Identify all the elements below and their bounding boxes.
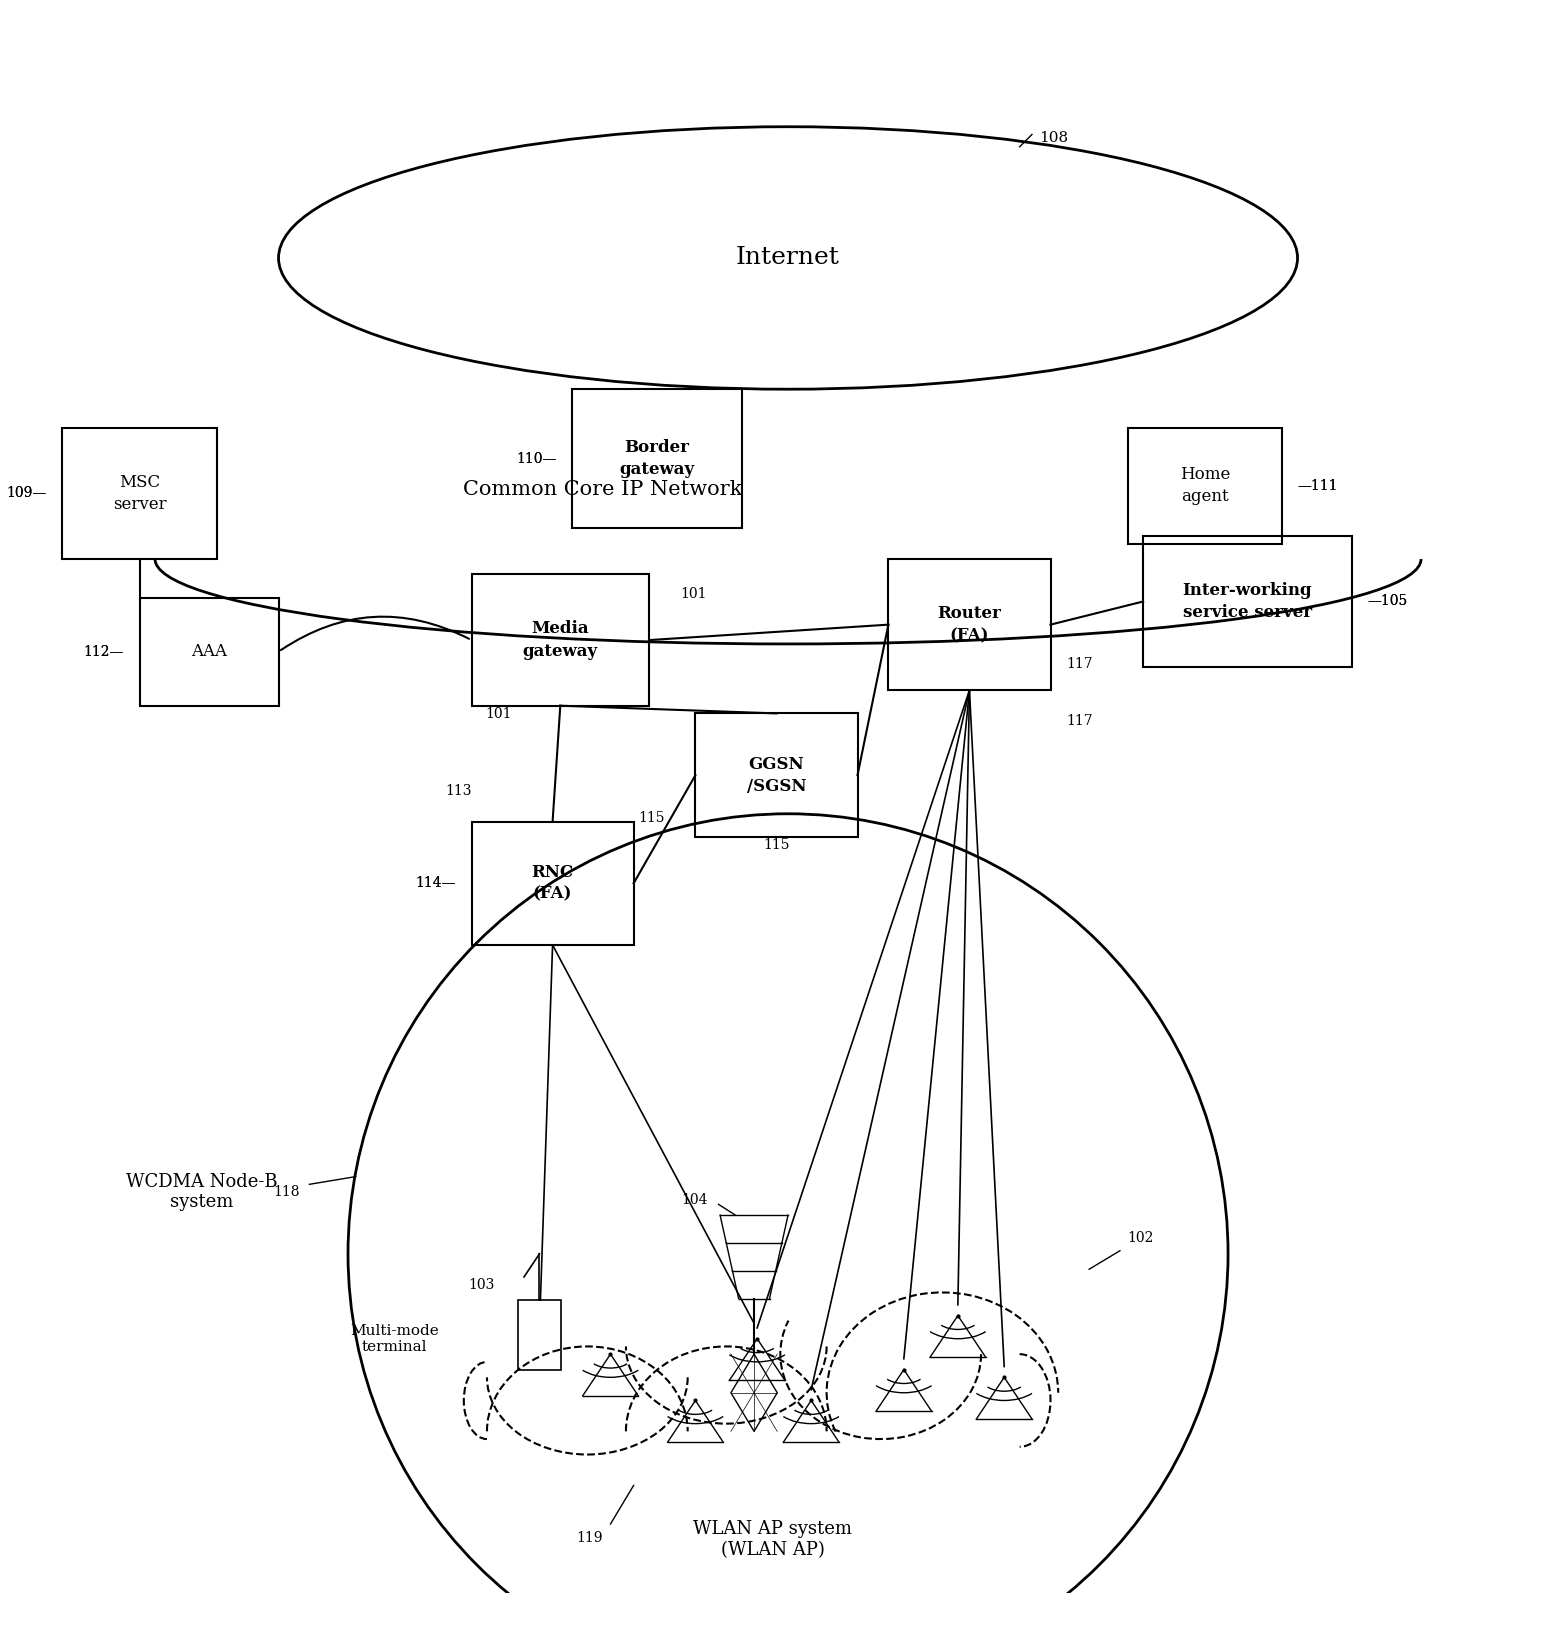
Text: 108: 108: [1039, 130, 1069, 145]
Bar: [888, 559, 1050, 690]
Text: Inter-working
service server: Inter-working service server: [1182, 582, 1312, 621]
Text: 101: 101: [485, 706, 512, 721]
Text: Internet: Internet: [736, 246, 839, 269]
Text: —111: —111: [1298, 478, 1338, 493]
Text: Multi-mode
terminal: Multi-mode terminal: [349, 1324, 438, 1354]
Text: 114—: 114—: [415, 876, 456, 891]
Text: Border
gateway: Border gateway: [619, 439, 694, 478]
Bar: [62, 427, 217, 559]
Bar: [518, 1300, 562, 1370]
Text: Home
agent: Home agent: [1179, 467, 1231, 506]
Text: 112—: 112—: [84, 644, 125, 659]
Bar: [1128, 427, 1282, 544]
Text: Router
(FA): Router (FA): [938, 605, 1002, 644]
Text: —105: —105: [1367, 595, 1407, 608]
Text: 114—: 114—: [415, 876, 456, 891]
Bar: [696, 713, 858, 836]
Text: 109—: 109—: [6, 486, 47, 501]
Text: 115: 115: [638, 812, 665, 825]
Bar: [471, 575, 649, 706]
Text: 115: 115: [763, 838, 789, 853]
Text: 117: 117: [1065, 715, 1092, 728]
Text: RNC
(FA): RNC (FA): [532, 864, 574, 904]
Bar: [471, 822, 633, 945]
Text: 104: 104: [682, 1193, 708, 1206]
Text: 102: 102: [1128, 1231, 1154, 1245]
Text: 110—: 110—: [516, 452, 557, 465]
Text: 119: 119: [576, 1531, 602, 1544]
Text: 109—: 109—: [6, 486, 47, 501]
Bar: [573, 389, 741, 527]
Text: 117: 117: [1065, 657, 1092, 670]
Text: AAA: AAA: [190, 642, 228, 660]
Bar: [1143, 536, 1351, 667]
Text: WLAN AP system
(WLAN AP): WLAN AP system (WLAN AP): [693, 1520, 852, 1559]
Text: 103: 103: [468, 1278, 495, 1291]
Text: MSC
server: MSC server: [112, 473, 167, 513]
Text: 113: 113: [445, 784, 471, 797]
Text: 118: 118: [273, 1185, 300, 1199]
Text: 110—: 110—: [516, 452, 557, 465]
Bar: [139, 598, 279, 706]
Text: —111: —111: [1298, 478, 1338, 493]
Text: GGSN
/SGSN: GGSN /SGSN: [747, 756, 807, 795]
Text: 101: 101: [680, 587, 707, 601]
Text: WCDMA Node-B
system: WCDMA Node-B system: [125, 1173, 278, 1211]
Text: —105: —105: [1367, 595, 1407, 608]
Text: 112—: 112—: [84, 644, 125, 659]
Text: Common Core IP Network: Common Core IP Network: [463, 480, 743, 499]
Text: Media
gateway: Media gateway: [523, 621, 597, 660]
